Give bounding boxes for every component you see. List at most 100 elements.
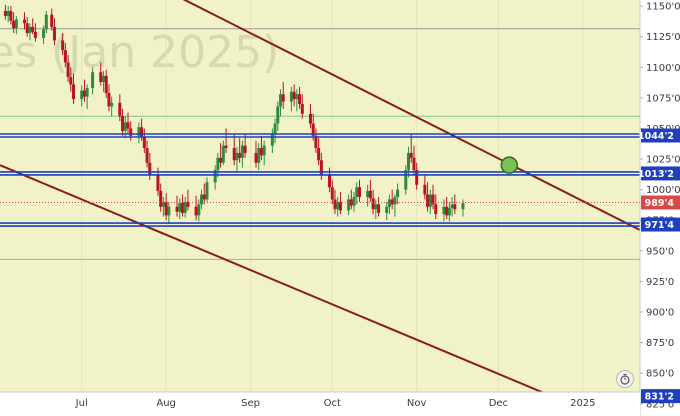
candle-body-113: [445, 206, 449, 216]
candle-body-95: [374, 204, 378, 210]
candle-body-22: [91, 72, 95, 89]
y-tick-label-11: 875'0: [646, 338, 674, 349]
candle-body-81: [319, 160, 323, 175]
candle-body-48: [194, 206, 198, 216]
candle-body-49: [197, 204, 201, 216]
candle-body-4: [14, 19, 18, 29]
candle-body-1: [6, 11, 10, 16]
candle-body-30: [123, 122, 127, 131]
y-tick-label-13: 825'0: [646, 399, 674, 410]
candle-body-40: [161, 201, 165, 207]
level-badge-3-label: 831'2: [645, 392, 674, 403]
price-badges: 1044'2 1013'2 971'4 831'2 989'4: [638, 128, 680, 404]
candle-body-73: [292, 91, 296, 100]
x-tick-label-2: Sep: [241, 398, 260, 409]
candle-body-69: [276, 106, 280, 124]
candle-body-94: [371, 198, 375, 210]
x-tick-label-6: 2025: [570, 398, 595, 409]
candle-body-96: [377, 204, 381, 213]
level-badge-2-background: [641, 217, 680, 232]
x-axis-panel[interactable]: [0, 392, 640, 416]
candle-body-82: [328, 174, 332, 188]
candle-body-26: [107, 92, 111, 107]
candle-body-50: [200, 194, 204, 205]
target-marker[interactable]: [500, 156, 519, 174]
x-tick-label-4: Nov: [407, 398, 427, 409]
candle-body-32: [129, 128, 133, 136]
candle-body-57: [224, 145, 228, 149]
candle-body-25: [104, 75, 108, 93]
candle-body-42: [167, 206, 171, 216]
candle-body-3: [12, 20, 16, 29]
replay-button[interactable]: [616, 370, 634, 388]
y-tick-label-3: 1075'0: [646, 93, 680, 104]
candle-body-101: [396, 189, 400, 197]
x-tick-label-5: Dec: [489, 398, 508, 409]
candle-body-45: [180, 203, 184, 213]
candle-body-83: [330, 187, 334, 200]
candle-body-116: [453, 204, 457, 210]
candle-body-97: [385, 206, 389, 213]
candle-body-13: [52, 26, 56, 41]
level-badge-2-label: 971'4: [645, 220, 675, 231]
candle-body-108: [426, 194, 430, 207]
candle-body-66: [262, 145, 266, 156]
candle-body-109: [428, 194, 432, 207]
x-tick-label-0: Jul: [75, 398, 88, 409]
candle-body-75: [298, 94, 302, 104]
candle-body-24: [101, 75, 105, 82]
candle-body-28: [118, 102, 122, 117]
trendline-1[interactable]: [0, 164, 602, 416]
candle-body-92: [366, 190, 370, 197]
candle-body-2: [9, 11, 13, 21]
candle-body-71: [281, 94, 285, 102]
candle-body-35: [142, 137, 146, 149]
candle-body-70: [279, 94, 283, 107]
candle-body-63: [254, 152, 258, 163]
candles: [3, 4, 465, 224]
candle-body-61: [240, 145, 244, 158]
candle-body-87: [347, 199, 351, 211]
marker-layer[interactable]: [500, 156, 519, 174]
candle-body-41: [164, 201, 168, 216]
candle-body-58: [232, 148, 236, 161]
trendlines[interactable]: [0, 0, 641, 416]
candle-body-19: [80, 90, 84, 100]
level-badge-1-label: 1013'2: [638, 169, 674, 180]
candle-body-72: [289, 91, 293, 102]
candle-body-6: [25, 23, 29, 34]
candle-body-100: [393, 196, 397, 205]
current-price-badge-background: [641, 195, 680, 210]
candle-body-51: [202, 194, 206, 200]
candle-body-37: [148, 162, 152, 175]
candle-body-23: [99, 72, 103, 82]
y-tick-label-2: 1100'0: [646, 63, 680, 74]
candle-body-52: [205, 182, 209, 200]
y-tick-label-5: 1025'0: [646, 155, 680, 166]
candle-body-65: [259, 148, 263, 156]
trendline-0[interactable]: [161, 0, 641, 231]
candle-body-53: [213, 170, 217, 183]
candle-body-110: [431, 194, 435, 205]
x-axis-ticks: Jul Aug Sep Oct Nov Dec 2025: [75, 398, 596, 409]
candle-body-34: [140, 127, 144, 138]
candle-body-8: [31, 26, 35, 32]
candle-body-78: [311, 123, 315, 136]
candle-body-46: [183, 201, 187, 213]
candle-body-38: [156, 174, 160, 191]
candle-body-59: [235, 152, 239, 161]
candle-body-54: [216, 157, 220, 171]
candle-body-115: [450, 204, 454, 208]
candle-body-44: [178, 203, 182, 212]
candle-body-80: [317, 148, 321, 161]
candle-body-106: [415, 170, 419, 185]
candle-body-64: [257, 148, 261, 163]
candle-body-105: [412, 157, 416, 171]
candle-body-117: [461, 203, 465, 210]
candle-body-55: [219, 157, 223, 163]
symbol-watermark: res (Jan 2025): [0, 27, 279, 78]
candle-body-7: [28, 26, 32, 34]
candle-body-33: [137, 127, 141, 136]
